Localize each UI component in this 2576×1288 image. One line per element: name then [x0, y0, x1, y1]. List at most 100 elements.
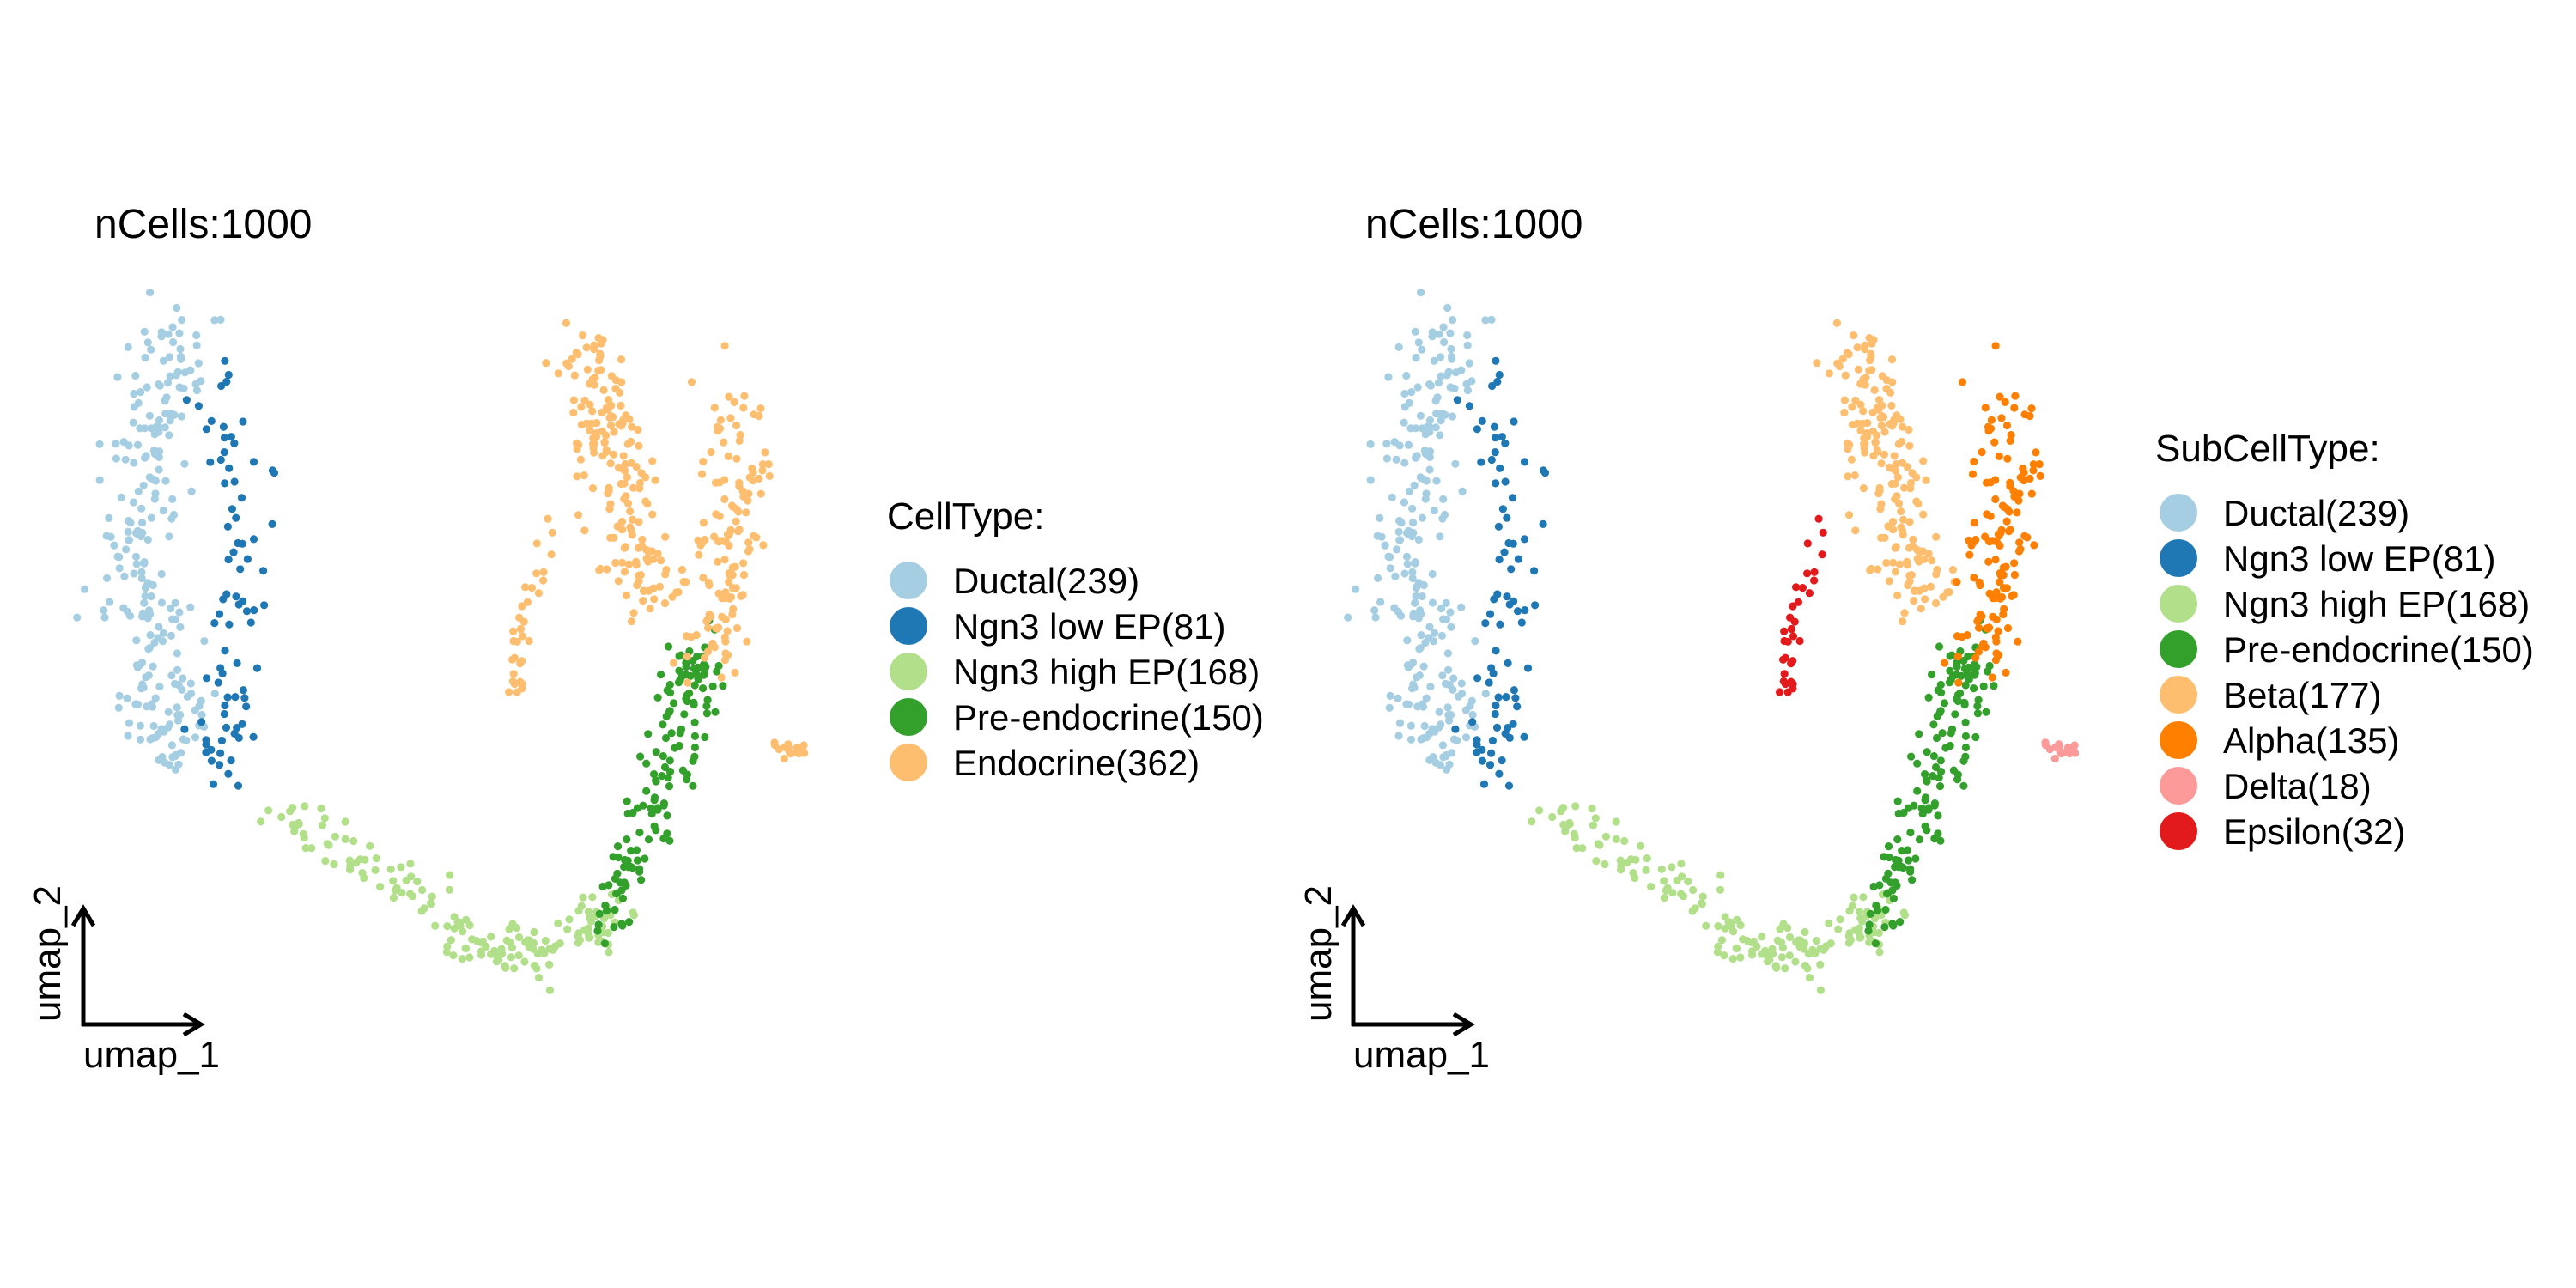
- scatter-point-ngn3high: [586, 914, 594, 922]
- scatter-point-beta: [588, 484, 598, 493]
- legend-title: SubCellType:: [2155, 428, 2380, 470]
- scatter-point-ngn3high: [1616, 856, 1625, 865]
- scatter-point-alpha: [716, 416, 726, 424]
- scatter-point-ductal: [1404, 663, 1413, 671]
- scatter-point-beta: [579, 331, 587, 340]
- scatter-point-alpha: [1997, 592, 2007, 602]
- scatter-point-ngn3high: [468, 935, 477, 944]
- scatter-point-ngn3high: [502, 936, 511, 945]
- scatter-point-preendo: [632, 846, 641, 854]
- scatter-point-alpha: [2013, 508, 2021, 517]
- scatter-point-beta: [1873, 431, 1881, 440]
- scatter-point-alpha: [725, 578, 733, 586]
- scatter-point-alpha: [1970, 519, 1978, 527]
- scatter-point-beta: [609, 450, 618, 459]
- scatter-point-ngn3low: [202, 740, 210, 749]
- scatter-point-alpha: [2010, 570, 2019, 580]
- scatter-point-preendo: [1931, 762, 1941, 772]
- scatter-point-beta: [587, 419, 596, 428]
- scatter-point-ngn3high: [501, 962, 509, 970]
- scatter-point-ngn3high: [1558, 804, 1568, 812]
- scatter-point-preendo: [1947, 675, 1955, 684]
- scatter-point-ngn3high: [1578, 844, 1587, 853]
- scatter-point-preendo: [626, 862, 635, 872]
- scatter-point-preendo: [614, 853, 623, 862]
- scatter-point-preendo: [683, 696, 692, 706]
- scatter-point-ngn3high: [565, 915, 574, 924]
- scatter-point-ductal: [112, 454, 120, 463]
- scatter-point-ductal: [175, 608, 184, 617]
- scatter-point-ductal: [112, 440, 120, 448]
- scatter-point-ductal: [1394, 527, 1403, 537]
- scatter-point-ngn3low: [246, 618, 255, 627]
- scatter-point-beta: [624, 560, 634, 568]
- scatter-point-beta: [596, 349, 605, 358]
- scatter-point-ductal: [175, 383, 184, 392]
- scatter-point-beta: [607, 412, 616, 421]
- scatter-point-ductal: [1448, 355, 1456, 363]
- scatter-point-preendo: [1949, 766, 1958, 775]
- scatter-point-epsilon: [532, 569, 541, 578]
- scatter-point-ductal: [81, 585, 89, 593]
- scatter-point-ngn3low: [221, 356, 229, 365]
- panel-subcelltype: nCells:1000 umap_1 umap_2 SubCellType: D…: [1297, 202, 2534, 1076]
- scatter-point-ductal: [1397, 519, 1406, 527]
- scatter-point-preendo: [644, 835, 653, 844]
- scatter-point-ngn3high: [1781, 964, 1789, 973]
- scatter-point-ductal: [129, 498, 138, 507]
- scatter-point-preendo: [1885, 853, 1893, 862]
- scatter-point-ductal: [165, 431, 173, 440]
- scatter-point-ngn3low: [1492, 647, 1500, 655]
- scatter-point-alpha: [2029, 460, 2038, 469]
- scatter-point-ductal: [130, 389, 138, 398]
- scatter-point-ductal: [1457, 603, 1466, 611]
- scatter-point-beta: [655, 582, 665, 591]
- scatter-point-ductal: [125, 611, 135, 620]
- scatter-point-ngn3low: [182, 396, 191, 404]
- scatter-point-ductal: [1403, 636, 1412, 645]
- scatter-point-preendo: [1961, 718, 1970, 727]
- scatter-point-preendo: [677, 725, 686, 733]
- scatter-point-ngn3high: [1845, 929, 1854, 938]
- scatter-point-alpha: [1958, 378, 1967, 386]
- scatter-point-ngn3high: [443, 922, 452, 931]
- scatter-point-beta: [569, 408, 578, 417]
- scatter-point-preendo: [700, 660, 708, 669]
- scatter-point-alpha: [683, 653, 691, 661]
- scatter-point-alpha: [2003, 505, 2012, 513]
- scatter-point-alpha: [1992, 615, 2001, 624]
- scatter-point-epsilon: [509, 670, 518, 678]
- scatter-point-epsilon: [1792, 583, 1801, 592]
- scatter-point-alpha: [1975, 623, 1984, 632]
- scatter-point-ngn3low: [1488, 736, 1497, 745]
- scatter-point-preendo: [613, 842, 623, 851]
- scatter-point-ngn3low: [249, 535, 258, 544]
- scatter-point-ductal: [1447, 623, 1455, 631]
- scatter-point-ductal: [1436, 431, 1444, 440]
- scatter-point-ngn3high: [366, 841, 374, 850]
- scatter-point-beta: [596, 564, 605, 574]
- scatter-point-preendo: [642, 787, 651, 795]
- scatter-point-ngn3high: [1629, 869, 1637, 878]
- scatter-point-ductal: [102, 532, 111, 540]
- scatter-point-epsilon: [510, 653, 519, 662]
- scatter-point-beta: [1892, 543, 1900, 551]
- legend-label: Pre-endocrine(150): [953, 697, 1264, 738]
- scatter-point-preendo: [675, 652, 683, 660]
- scatter-point-preendo: [1932, 733, 1941, 743]
- legend-label: Ductal(239): [953, 561, 1139, 601]
- scatter-point-beta: [616, 388, 624, 397]
- scatter-point-ductal: [137, 504, 146, 513]
- scatter-point-ngn3high: [574, 907, 583, 915]
- scatter-point-ngn3low: [1468, 718, 1477, 726]
- scatter-point-ductal: [1412, 592, 1420, 600]
- scatter-point-beta: [629, 515, 637, 524]
- legend: CellType: Ductal(239) Ngn3 low EP(81) Ngn3…: [887, 495, 1264, 783]
- scatter-point-ductal: [1376, 598, 1385, 606]
- scatter-point-ductal: [141, 592, 149, 600]
- legend-label: Ngn3 high EP(168): [2223, 584, 2530, 624]
- scatter-point-ductal: [1352, 585, 1360, 593]
- scatter-point-ngn3low: [1504, 659, 1512, 668]
- scatter-point-ductal: [1417, 289, 1425, 297]
- scatter-point-alpha: [1971, 653, 1980, 662]
